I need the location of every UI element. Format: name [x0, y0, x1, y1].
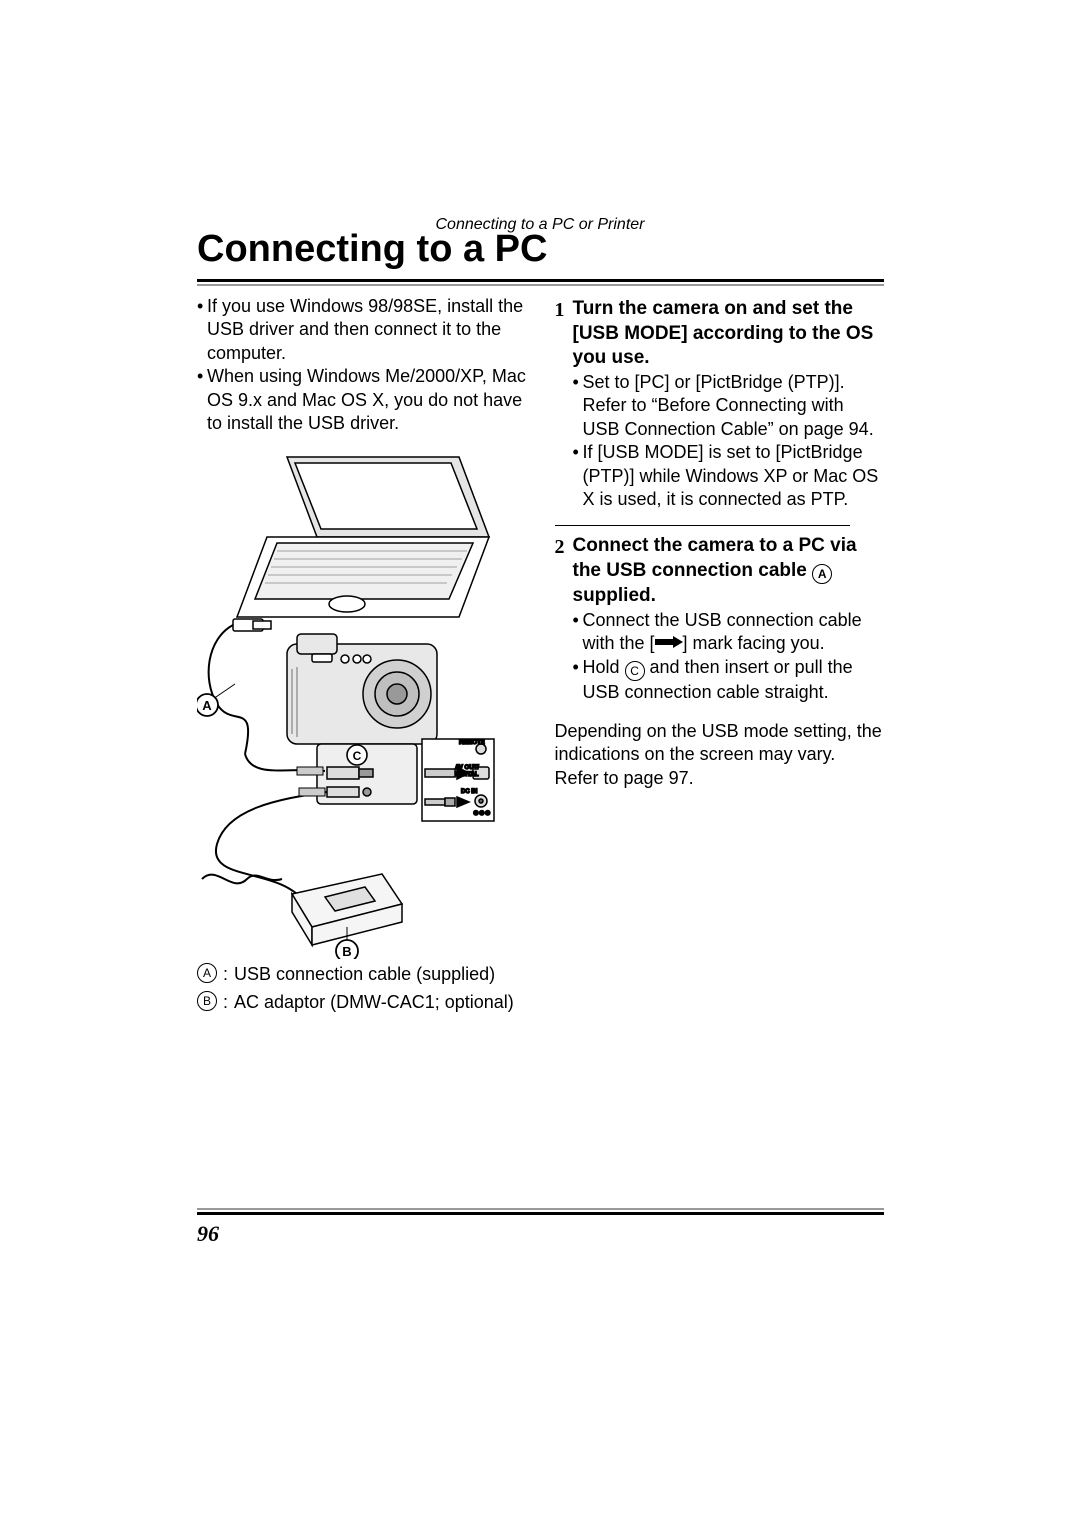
svg-text:⊖⊙⊕: ⊖⊙⊕	[473, 810, 491, 817]
intro-bullet: • If you use Windows 98/98SE, install th…	[197, 295, 527, 365]
inline-letter-c: C	[625, 661, 645, 681]
legend-colon: :	[223, 963, 228, 986]
svg-text:REMOTE: REMOTE	[459, 740, 485, 746]
legend-text: AC adaptor (DMW-CAC1; optional)	[234, 991, 514, 1014]
step-bullet-text: Connect the USB connection cable with th…	[583, 609, 885, 656]
svg-text:DC IN: DC IN	[461, 789, 477, 795]
left-column: • If you use Windows 98/98SE, install th…	[197, 295, 527, 1014]
svg-text:B: B	[342, 944, 351, 959]
legend-letter: A	[197, 963, 217, 983]
step-bullet-text: Hold C and then insert or pull the USB c…	[583, 656, 885, 704]
footer-rule-dark	[197, 1212, 884, 1215]
title-rule-dark	[197, 279, 884, 282]
step-bullet: • Connect the USB connection cable with …	[573, 609, 885, 656]
footer-rule-light	[197, 1208, 884, 1210]
intro-bullet-text: When using Windows Me/2000/XP, Mac OS 9.…	[207, 365, 527, 435]
step-bullet-text: Set to [PC] or [PictBridge (PTP)]. Refer…	[583, 371, 885, 441]
step-number: 1	[555, 297, 573, 371]
step-bullet: • Set to [PC] or [PictBridge (PTP)]. Ref…	[573, 371, 885, 441]
step-bullet: • If [USB MODE] is set to [PictBridge (P…	[573, 441, 885, 511]
step-1: 1 Turn the camera on and set the [USB MO…	[555, 297, 885, 371]
legend-row: A : USB connection cable (supplied)	[197, 963, 527, 986]
legend-text: USB connection cable (supplied)	[234, 963, 495, 986]
closing-paragraph: Depending on the USB mode setting, the i…	[555, 720, 885, 790]
svg-text:C: C	[353, 749, 362, 763]
inline-letter-a: A	[812, 564, 832, 584]
intro-bullet: • When using Windows Me/2000/XP, Mac OS …	[197, 365, 527, 435]
page-title: Connecting to a PC	[197, 228, 547, 271]
page-number: 96	[197, 1221, 219, 1247]
bullet-dot: •	[197, 295, 207, 365]
step-bullet-text: If [USB MODE] is set to [PictBridge (PTP…	[583, 441, 885, 511]
bullet-dot: •	[197, 365, 207, 435]
step-heading: Turn the camera on and set the [USB MODE…	[573, 297, 885, 371]
bullet-dot: •	[573, 609, 583, 656]
step-bullet: • Hold C and then insert or pull the USB…	[573, 656, 885, 704]
bullet-dot: •	[573, 371, 583, 441]
step-number: 2	[555, 534, 573, 608]
step-2: 2 Connect the camera to a PC via the USB…	[555, 534, 885, 608]
intro-bullet-text: If you use Windows 98/98SE, install the …	[207, 295, 527, 365]
title-rule-light	[197, 284, 884, 286]
arrow-icon	[655, 636, 683, 653]
connection-diagram: A	[197, 449, 497, 959]
page: Connecting to a PC or Printer Connecting…	[0, 0, 1080, 1526]
legend-row: B : AC adaptor (DMW-CAC1; optional)	[197, 991, 527, 1014]
legend-colon: :	[223, 991, 228, 1014]
content-columns: • If you use Windows 98/98SE, install th…	[197, 295, 884, 1014]
step-heading: Connect the camera to a PC via the USB c…	[573, 534, 885, 608]
bullet-dot: •	[573, 656, 583, 704]
svg-text:A: A	[202, 698, 212, 713]
right-column: 1 Turn the camera on and set the [USB MO…	[555, 295, 885, 1014]
step-divider	[555, 525, 850, 526]
legend-letter: B	[197, 991, 217, 1011]
step-heading-post: supplied.	[573, 585, 656, 606]
bullet-dot: •	[573, 441, 583, 511]
